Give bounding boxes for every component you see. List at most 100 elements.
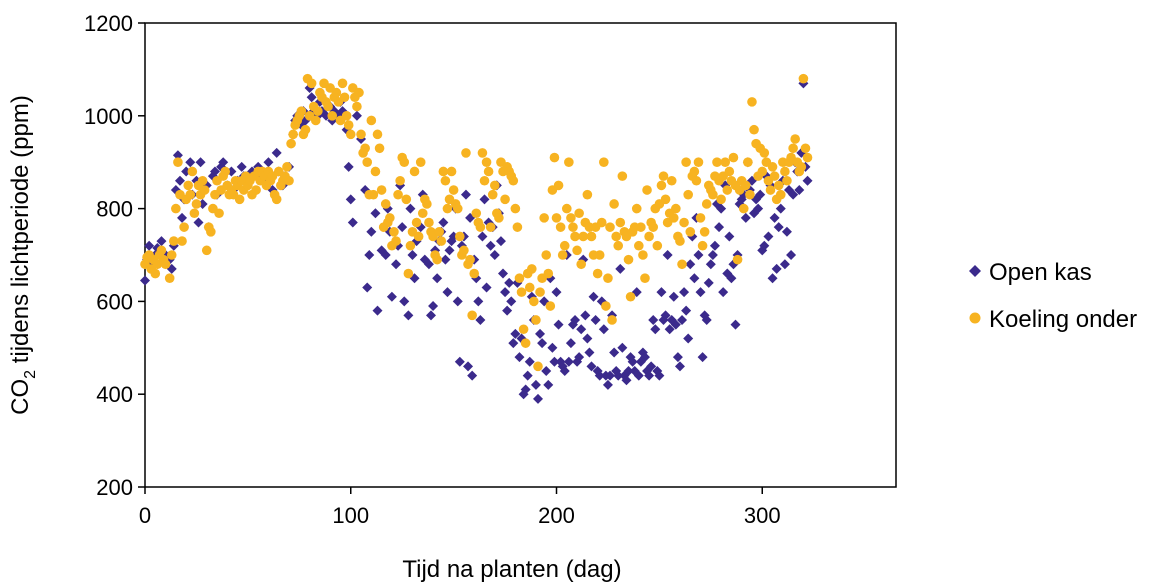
data-point-circle — [572, 245, 582, 256]
data-point-circle — [553, 180, 564, 191]
data-point-diamond — [397, 222, 408, 233]
data-point-circle — [171, 203, 181, 214]
data-point-diamond — [590, 314, 601, 325]
data-point-circle — [802, 152, 813, 163]
data-point-diamond — [502, 305, 513, 316]
data-point-circle — [284, 175, 294, 186]
data-point-circle — [310, 115, 321, 126]
data-point-circle — [615, 217, 626, 228]
data-point-diamond — [156, 236, 167, 247]
data-point-circle — [666, 175, 677, 186]
data-point-diamond — [522, 370, 533, 381]
data-point-diamond — [495, 236, 506, 247]
data-point-diamond — [650, 324, 661, 335]
data-point-diamond — [563, 356, 574, 367]
data-point-diamond — [685, 259, 696, 270]
data-point-circle — [549, 152, 560, 163]
data-point-diamond — [580, 310, 591, 321]
data-point-diamond — [582, 333, 593, 344]
data-point-circle — [452, 203, 463, 214]
data-point-diamond — [574, 352, 585, 363]
data-point-circle — [782, 175, 792, 186]
data-point-circle — [574, 208, 584, 219]
data-point-circle — [413, 231, 424, 242]
data-point-circle — [681, 157, 691, 167]
y-axis-label-subscript: 2 — [22, 370, 39, 379]
data-point-circle — [601, 301, 611, 311]
data-point-circle — [518, 324, 529, 335]
data-point-diamond — [477, 231, 488, 242]
data-point-diamond — [485, 240, 496, 251]
data-point-circle — [679, 217, 689, 228]
data-point-circle — [341, 111, 352, 121]
data-point-circle — [372, 129, 383, 140]
data-point-diamond — [524, 356, 535, 367]
data-point-circle — [780, 166, 790, 177]
data-point-circle — [631, 203, 642, 214]
legend-label-koeling-onder: Koeling onder — [989, 306, 1137, 333]
data-point-circle — [790, 134, 800, 144]
legend-label-open-kas: Open kas — [989, 259, 1092, 286]
data-point-diamond — [405, 203, 416, 214]
data-point-circle — [189, 208, 200, 219]
data-point-diamond — [771, 263, 782, 274]
data-point-circle — [467, 310, 477, 321]
data-point-diamond — [627, 356, 638, 367]
data-point-circle — [743, 157, 753, 167]
data-point-diamond — [730, 319, 741, 330]
data-point-circle — [313, 106, 323, 116]
data-point-circle — [403, 268, 414, 279]
data-point-circle — [800, 143, 811, 154]
data-point-circle — [374, 143, 385, 154]
data-point-circle — [187, 166, 198, 177]
data-point-circle — [738, 203, 749, 214]
data-point-diamond — [442, 287, 453, 298]
data-point-circle — [352, 101, 362, 112]
data-point-circle — [712, 157, 722, 167]
data-point-diamond — [689, 273, 700, 284]
data-point-circle — [411, 217, 422, 228]
data-point-diamond — [693, 250, 704, 260]
data-point-circle — [757, 166, 768, 177]
data-point-circle — [541, 250, 552, 260]
data-point-circle — [689, 166, 700, 177]
legend-item-koeling-onder: Koeling onder — [969, 306, 1137, 333]
data-point-diamond — [639, 352, 650, 363]
data-point-diamond — [662, 250, 673, 260]
data-point-diamond — [399, 296, 410, 307]
data-point-circle — [660, 194, 671, 205]
data-point-diamond — [425, 310, 436, 321]
x-axis-label: Tijd na planten (dag) — [402, 556, 621, 583]
data-point-diamond — [530, 379, 541, 390]
data-point-circle — [648, 222, 659, 232]
data-point-circle — [366, 115, 377, 126]
data-point-circle — [395, 175, 405, 186]
data-point-circle — [728, 152, 739, 163]
data-point-diamond — [769, 212, 780, 223]
data-point-diamond — [185, 157, 196, 168]
data-point-diamond — [209, 166, 220, 177]
data-point-circle — [745, 189, 755, 200]
data-point-circle — [271, 194, 282, 205]
data-point-diamond — [621, 375, 632, 386]
data-point-circle — [586, 231, 597, 242]
data-point-circle — [634, 240, 644, 251]
data-point-diamond — [584, 347, 595, 358]
data-point-diamond — [364, 250, 375, 260]
data-point-diamond — [605, 370, 616, 381]
data-point-circle — [677, 259, 687, 270]
data-point-circle — [720, 157, 731, 167]
data-point-diamond — [481, 282, 492, 293]
data-point-diamond — [674, 361, 685, 372]
data-point-circle — [524, 282, 535, 293]
data-point-diamond — [193, 217, 204, 228]
data-point-diamond — [444, 245, 455, 256]
data-point-diamond — [594, 370, 605, 381]
data-point-circle — [191, 199, 202, 209]
data-point-circle — [356, 129, 366, 140]
data-point-circle — [469, 268, 480, 279]
data-point-circle — [693, 157, 704, 167]
data-point-circle — [617, 171, 628, 181]
data-point-diamond — [623, 366, 634, 376]
data-point-circle — [747, 97, 757, 107]
